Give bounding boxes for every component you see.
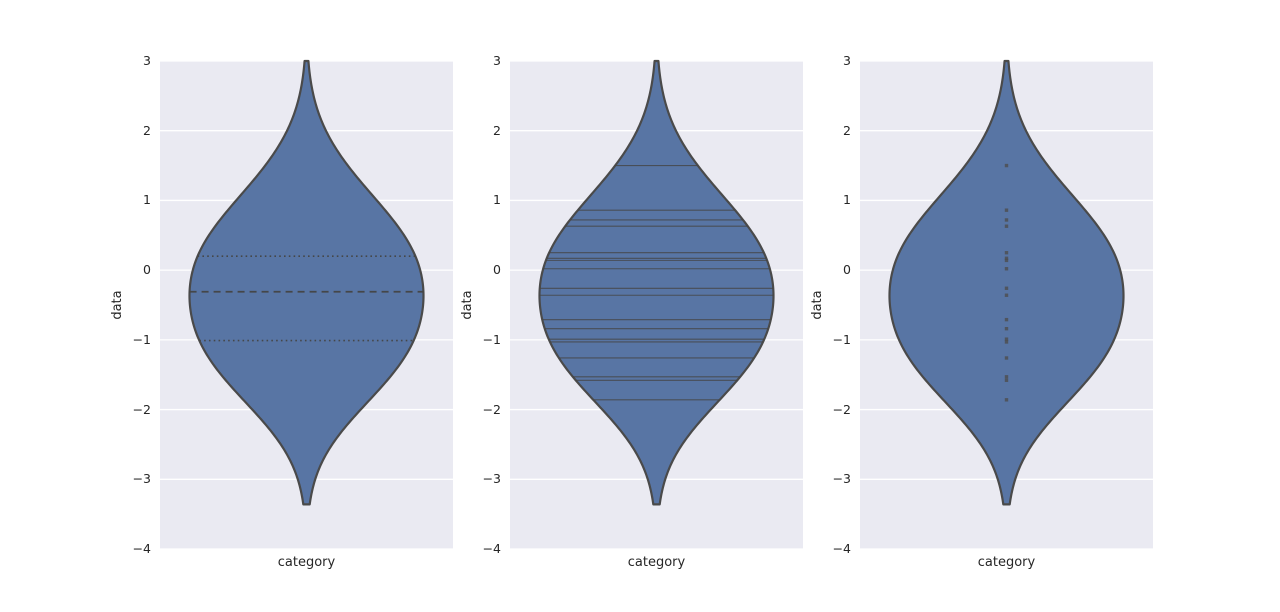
observation-point: [1004, 327, 1009, 331]
plot-area-point: [860, 59, 1153, 550]
y-tick-label: 2: [493, 122, 501, 138]
y-tick-label: −2: [832, 401, 851, 417]
violin-outline: [188, 59, 425, 506]
observation-point: [1004, 340, 1009, 344]
y-axis-label: data: [110, 290, 125, 320]
y-tick-label: −1: [482, 331, 501, 347]
observation-point: [1004, 258, 1009, 263]
y-tick-label: 2: [143, 122, 151, 138]
observation-point: [1004, 293, 1009, 297]
observation-point: [1004, 256, 1009, 260]
y-tick-label: 3: [843, 53, 851, 68]
y-tick-label: 0: [493, 262, 501, 278]
y-tick-label: −3: [832, 471, 851, 487]
panel-quartile: 3 2 1 0 −1 −2 −3 −4 category data: [110, 53, 453, 570]
y-tick-label: 0: [843, 262, 851, 278]
observation-point: [1004, 251, 1009, 255]
observation-point: [1004, 208, 1009, 212]
y-tick-label: −4: [132, 541, 151, 556]
plot-area-quartile: [160, 59, 453, 550]
observation-point: [1004, 218, 1009, 222]
y-axis-label: data: [810, 290, 825, 320]
y-tick-label: −3: [482, 471, 501, 487]
y-tick-label: 0: [143, 262, 151, 278]
y-tick-label: −2: [132, 401, 151, 417]
violin-outline: [538, 59, 775, 506]
observation-point: [1004, 163, 1009, 168]
y-tick-label: 1: [493, 192, 501, 208]
x-axis-label: category: [277, 555, 336, 570]
y-tick-label: −4: [482, 541, 501, 556]
observation-point: [1004, 317, 1009, 322]
y-tick-label: −4: [832, 541, 851, 556]
observation-point: [1004, 267, 1009, 271]
y-tick-label: −2: [482, 401, 501, 417]
y-tick-label: 1: [143, 192, 151, 208]
panel-stick: 3 2 1 0 −1 −2 −3 −4 category data: [460, 53, 803, 570]
violin-outline: [888, 59, 1125, 506]
y-axis-label: data: [460, 290, 475, 320]
y-tick-label: 3: [143, 53, 151, 68]
plot-area-stick: [510, 59, 803, 550]
y-tick-label: −1: [132, 331, 151, 347]
observation-point: [1004, 398, 1009, 402]
observation-point: [1004, 356, 1009, 360]
panel-point: 3 2 1 0 −1 −2 −3 −4 category data: [810, 53, 1153, 570]
x-axis-label: category: [627, 555, 686, 570]
observation-point: [1004, 286, 1009, 290]
observation-point: [1004, 378, 1009, 382]
observation-point: [1004, 375, 1009, 379]
x-axis-label: category: [977, 555, 1036, 570]
y-tick-label: 1: [843, 192, 851, 208]
y-tick-label: −3: [132, 471, 151, 487]
observation-point: [1004, 337, 1009, 341]
y-tick-label: 3: [493, 53, 501, 68]
y-tick-label: 2: [843, 122, 851, 138]
y-tick-label: −1: [832, 331, 851, 347]
observation-point: [1004, 224, 1009, 228]
